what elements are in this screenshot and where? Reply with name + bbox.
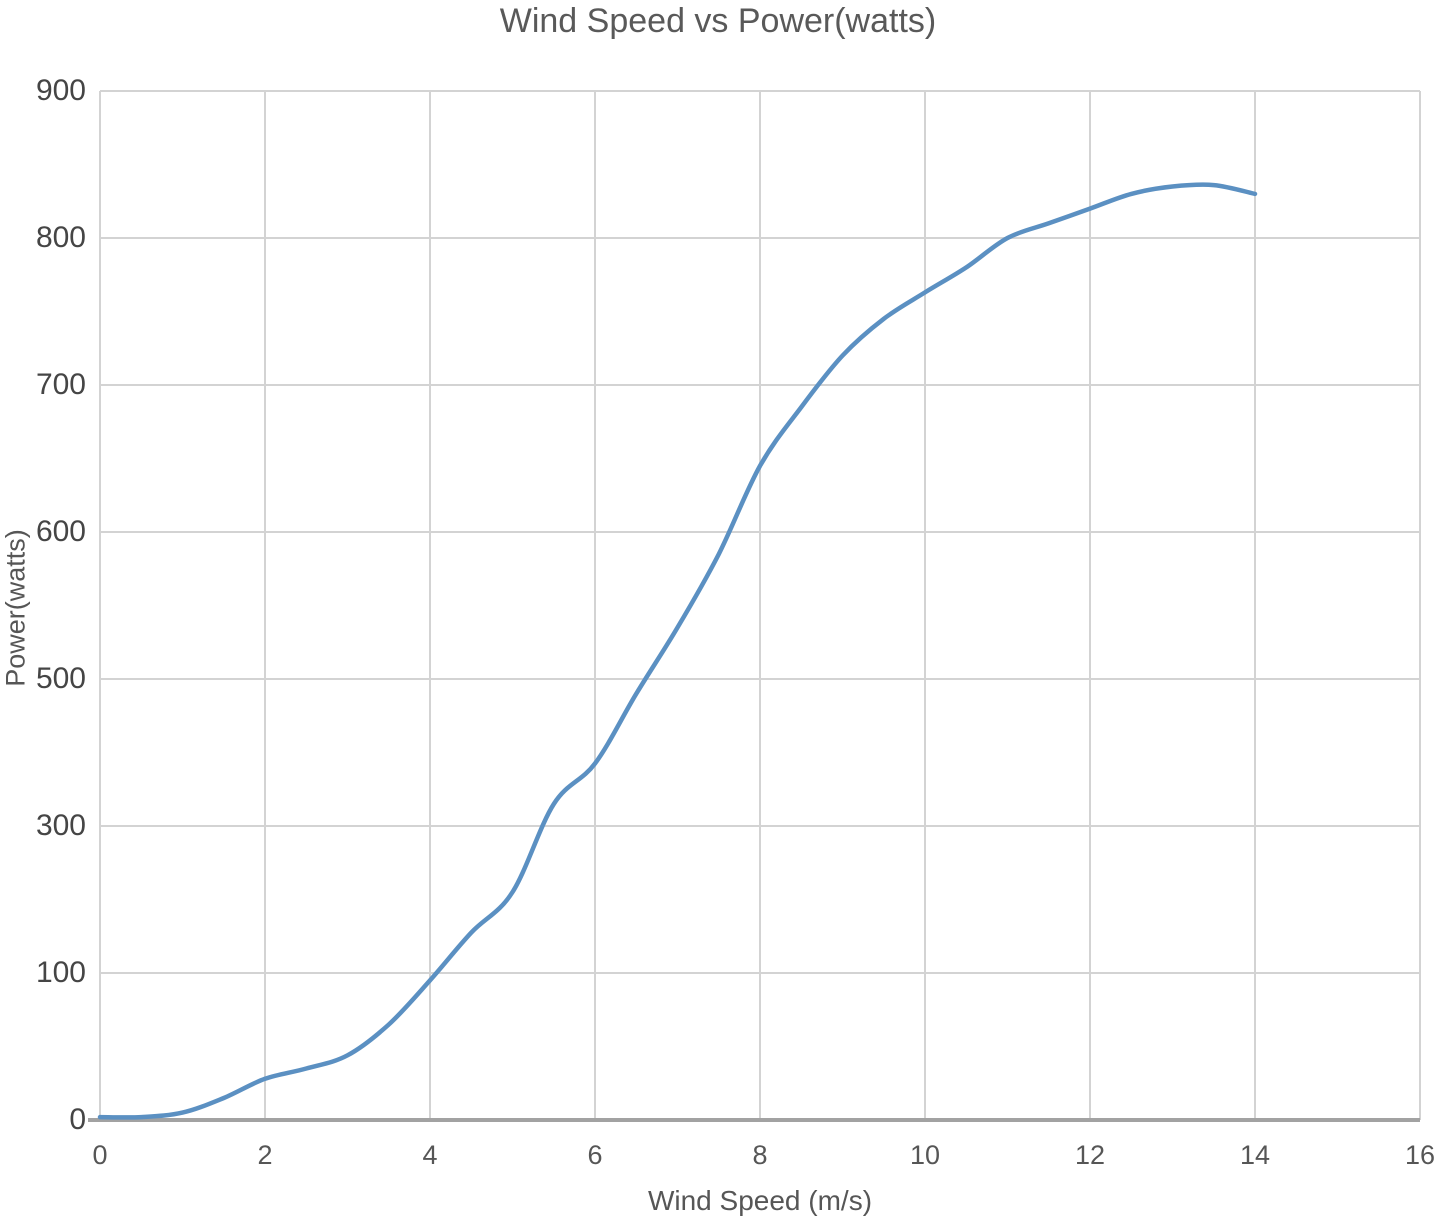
y-tick-label: 500	[35, 662, 86, 695]
y-tick-label: 800	[35, 221, 86, 254]
y-tick-label: 100	[35, 956, 86, 989]
x-tick-label: 10	[909, 1140, 941, 1170]
y-tick-label: 300	[35, 809, 86, 842]
x-tick-label: 4	[422, 1140, 438, 1170]
x-axis-title: Wind Speed (m/s)	[647, 1185, 873, 1216]
chart-title: Wind Speed vs Power(watts)	[499, 2, 937, 40]
plot-area	[88, 90, 1421, 1122]
y-tick-label: 700	[35, 368, 86, 401]
y-tick-label: 0	[69, 1103, 86, 1136]
x-tick-label: 12	[1074, 1140, 1106, 1170]
x-tick-label: 8	[752, 1140, 768, 1170]
power-curve-line	[97, 182, 1258, 1120]
x-tick-label: 2	[257, 1140, 273, 1170]
x-tick-label: 16	[1404, 1140, 1436, 1170]
x-tick-label: 14	[1239, 1140, 1271, 1170]
x-tick-label: 6	[587, 1140, 603, 1170]
y-tick-label: 900	[35, 74, 86, 107]
plot-canvas	[88, 90, 1421, 1122]
y-tick-label: 600	[35, 515, 86, 548]
x-tick-label: 0	[92, 1140, 108, 1170]
